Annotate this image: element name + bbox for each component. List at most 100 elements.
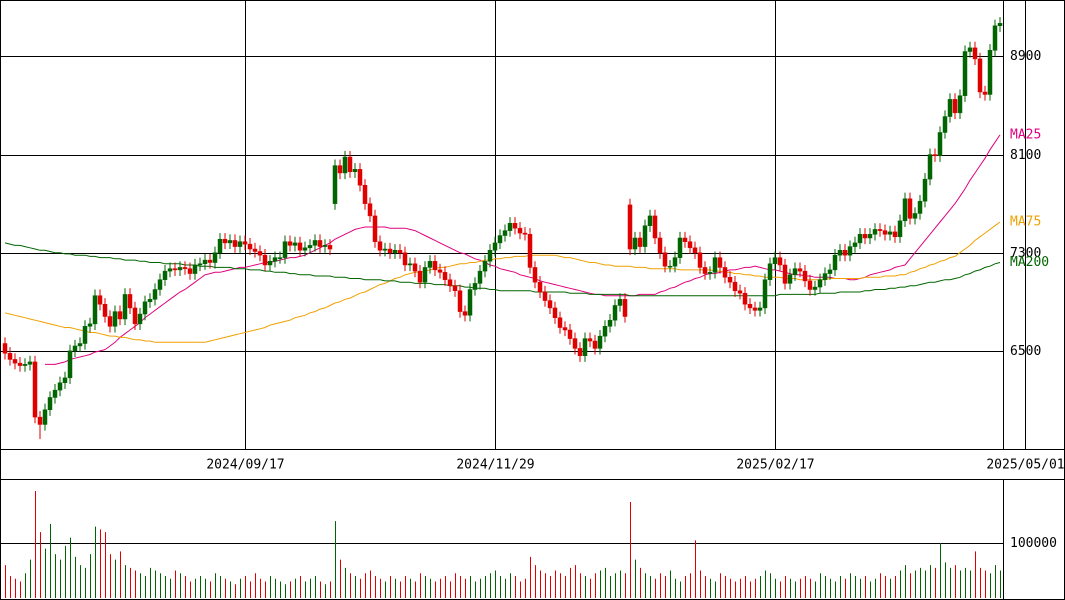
candle-body — [777, 257, 783, 266]
candle-body — [167, 268, 173, 272]
x-tick-label: 2025/02/17 — [736, 458, 814, 473]
candle-body — [387, 248, 393, 253]
candle-body — [352, 169, 358, 172]
candle-body — [152, 289, 158, 300]
candle-body — [242, 241, 248, 245]
candle-body — [962, 51, 968, 96]
candle-body — [677, 237, 683, 258]
candle-body — [877, 229, 883, 231]
candle-body — [137, 313, 143, 325]
candle-body — [572, 338, 578, 349]
candle-body — [797, 268, 803, 272]
candle-body — [172, 268, 178, 271]
candle-body — [662, 252, 668, 267]
candle-body — [657, 237, 663, 253]
candle-body — [337, 165, 343, 174]
candle-body — [917, 200, 923, 214]
candle-body — [357, 169, 363, 186]
candle-body — [322, 245, 328, 247]
candle-body — [192, 264, 198, 274]
candle-body — [427, 261, 433, 268]
candle-body — [462, 311, 468, 316]
candle-body — [47, 397, 53, 410]
candle-body — [452, 285, 458, 291]
candle-body — [642, 225, 648, 247]
candle-body — [407, 263, 413, 266]
candle-body — [747, 303, 753, 309]
candle-body — [832, 254, 838, 271]
candle-body — [432, 261, 438, 271]
candle-body — [997, 23, 1003, 27]
candle-body — [902, 198, 908, 222]
candle-body — [512, 223, 518, 229]
candle-body — [397, 250, 403, 253]
candle-body — [57, 382, 63, 391]
candle-body — [817, 279, 823, 288]
y-tick-label: 8100 — [1010, 148, 1041, 163]
candle-body — [87, 323, 93, 327]
candle-body — [647, 215, 653, 226]
marks-layer — [2, 17, 1003, 598]
candle-body — [567, 329, 573, 339]
candle-body — [672, 257, 678, 267]
candle-body — [317, 240, 323, 247]
candle-body — [22, 364, 28, 366]
candle-body — [857, 234, 863, 244]
candle-body — [517, 227, 523, 234]
candle-body — [312, 240, 318, 246]
candle-body — [372, 215, 378, 242]
candle-body — [112, 311, 118, 327]
candle-body — [967, 47, 973, 52]
candle-body — [617, 299, 623, 306]
candle-body — [97, 295, 103, 305]
candle-body — [862, 234, 868, 239]
candle-body — [197, 263, 203, 266]
candle-body — [557, 317, 563, 328]
candle-body — [972, 47, 978, 60]
candle-body — [437, 269, 443, 273]
candle-body — [492, 242, 498, 251]
labels-layer: 6500 7300 8100 8900 2024/09/17 2024/11/29 2025… — [206, 49, 1064, 551]
candle-body — [277, 257, 283, 259]
candle-body — [107, 316, 113, 327]
candle-body — [992, 25, 998, 51]
candle-body — [327, 245, 333, 250]
candle-body — [17, 362, 23, 366]
candle-body — [627, 204, 633, 250]
candle-body — [487, 250, 493, 262]
candle-body — [922, 178, 928, 202]
candle-body — [102, 303, 108, 317]
candle-body — [542, 291, 548, 301]
candle-body — [697, 252, 703, 268]
candle-body — [377, 241, 383, 251]
candle-body — [937, 132, 943, 157]
candle-body — [127, 294, 133, 309]
candle-body — [622, 299, 628, 317]
candle-body — [227, 240, 233, 244]
candle-body — [92, 295, 98, 325]
candle-body — [292, 242, 298, 246]
candle-body — [412, 263, 418, 272]
candle-body — [737, 290, 743, 294]
candle-body — [247, 243, 253, 250]
candle-body — [162, 270, 168, 280]
candle-body — [37, 416, 43, 425]
candle-body — [12, 359, 18, 364]
candle-body — [602, 326, 608, 337]
candle-body — [447, 279, 453, 287]
candle-body — [132, 307, 138, 325]
candle-body — [767, 263, 773, 280]
candle-body — [772, 257, 778, 265]
candle-body — [202, 259, 208, 265]
candle-body — [467, 289, 473, 316]
moving-average-line — [4, 242, 1001, 297]
candle-body — [652, 215, 658, 239]
candle-body — [987, 50, 993, 95]
candle-body — [757, 307, 763, 311]
candle-body — [537, 281, 543, 293]
candle-body — [282, 241, 288, 258]
x-tick-label: 2024/11/29 — [456, 458, 534, 473]
candle-body — [912, 213, 918, 219]
